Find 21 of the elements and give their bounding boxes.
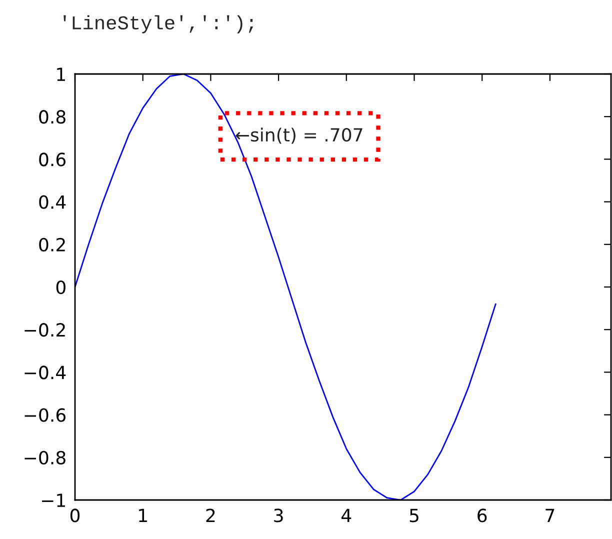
y-tick-label: −1 bbox=[42, 494, 65, 507]
y-tick-label: 1 bbox=[57, 68, 65, 81]
y-tick-label: −0.4 bbox=[24, 366, 66, 380]
y-tick-label: 0.6 bbox=[39, 152, 66, 166]
annotation: ←sin(t) = .707 bbox=[236, 128, 362, 144]
x-tick-label: 5 bbox=[410, 508, 418, 522]
y-tick-label: 0.4 bbox=[39, 195, 66, 209]
x-tick-label: 4 bbox=[342, 508, 352, 522]
x-tick-label: 2 bbox=[206, 508, 215, 522]
y-tick-label: 0.8 bbox=[39, 110, 66, 124]
y-tick-label: 0.2 bbox=[39, 238, 65, 252]
y-tick-label: 0 bbox=[56, 280, 66, 294]
x-tick-label: 3 bbox=[274, 508, 283, 522]
y-tick-label: −0.8 bbox=[24, 450, 66, 465]
text: 'LineStyle',':'); bbox=[64, 15, 254, 34]
x-tick-label: 1 bbox=[139, 508, 147, 522]
x-tick-label: 7 bbox=[546, 508, 554, 522]
x-tick-label: 0 bbox=[70, 508, 80, 522]
y-tick-label: −0.2 bbox=[24, 323, 65, 337]
y-tick-label: −0.6 bbox=[24, 408, 66, 422]
x-tick-label: 6 bbox=[478, 508, 487, 522]
